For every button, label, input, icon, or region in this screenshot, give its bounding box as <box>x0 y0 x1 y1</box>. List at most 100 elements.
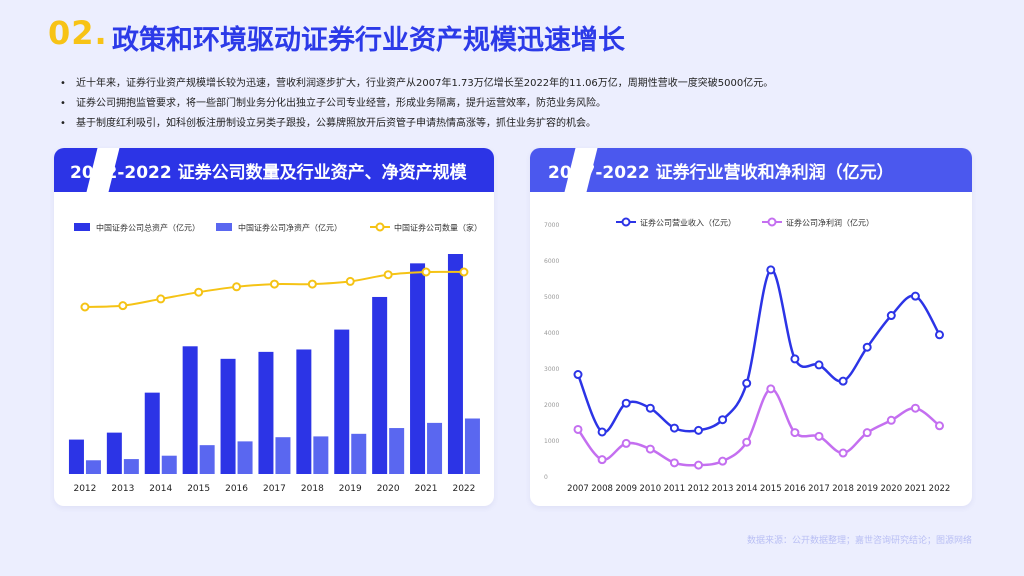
y-tick-label: 4000 <box>544 330 559 337</box>
bullet-text: 基于制度红利吸引，如科创板注册制设立另类子跟投，公募牌照放开后资管子申请热情高涨… <box>76 118 596 129</box>
line-point <box>790 354 800 364</box>
line-point <box>838 376 848 386</box>
y-tick-label: 3000 <box>544 366 559 373</box>
line-point <box>645 403 655 413</box>
line-point <box>645 444 655 454</box>
x-tick-label: 2022 <box>452 484 475 494</box>
source-note: 数据来源：公开数据整理；嘉世咨询研究结论；图源网络 <box>746 536 972 546</box>
x-tick-label: 2008 <box>591 484 613 494</box>
x-tick-label: 2011 <box>664 484 686 494</box>
line-point <box>269 279 279 289</box>
x-tick-label: 2014 <box>736 484 758 494</box>
line-point <box>814 431 824 441</box>
line-point <box>307 279 317 289</box>
line-point <box>694 425 703 435</box>
x-tick-label: 2013 <box>712 484 734 494</box>
x-tick-label: 2018 <box>832 484 854 494</box>
right-chart-card: 2007-2022 证券行业营收和净利润（亿元） 0 1000 2000 3000 40… <box>530 148 972 506</box>
y-tick-label: 6000 <box>544 258 559 265</box>
line-point <box>597 427 607 437</box>
x-tick-label: 2015 <box>187 484 210 494</box>
x-tick-label: 2019 <box>339 484 362 494</box>
line-point <box>718 415 728 425</box>
line-point <box>935 330 944 340</box>
line-point <box>621 438 631 448</box>
left-card-title: 2012-2022 证券公司数量及行业资产、净资产规模 <box>70 163 467 183</box>
line-point <box>718 456 728 466</box>
bar <box>410 263 426 474</box>
x-tick-label: 2016 <box>225 484 248 494</box>
line-point <box>597 455 607 465</box>
x-tick-label: 2021 <box>905 484 927 494</box>
line-point <box>194 287 204 297</box>
x-tick-label: 2012 <box>73 484 96 494</box>
line-point <box>80 302 90 312</box>
left-chart-card: 2012-2022 证券公司数量及行业资产、净资产规模 中国证券公司总资产（亿元… <box>54 148 494 506</box>
y-tick-label: 0 <box>544 474 548 481</box>
legend-marker <box>375 222 385 232</box>
bullet-item: • 证券公司拥抱监管要求，将一些部门制业务分化出独立子公司专业经营，形成业务隔离，… <box>60 94 990 114</box>
y-tick-label: 2000 <box>544 402 559 409</box>
line-point <box>669 423 679 433</box>
line-point <box>621 398 631 408</box>
line-point <box>862 428 872 438</box>
bar <box>199 445 215 474</box>
section-number: 02. <box>48 14 108 52</box>
line-point <box>383 270 393 280</box>
bar <box>106 432 122 474</box>
left-combo-chart: 中国证券公司总资产（亿元） 中国证券公司净资产（亿元） 中国证券公司数量（家） 201… <box>68 222 482 494</box>
y-tick-label: 1000 <box>544 438 559 445</box>
bar <box>85 460 101 474</box>
x-tick-label: 2007 <box>567 484 589 494</box>
legend-label: 中国证券公司总资产（亿元） <box>96 223 200 233</box>
x-tick-label: 2010 <box>639 484 661 494</box>
x-tick-label: 2013 <box>111 484 134 494</box>
line-point <box>814 360 824 370</box>
bullet-list: • 近十年来，证券行业资产规模增长较为迅速，营收利润逐步扩大，行业资产从2007年… <box>60 74 990 134</box>
bullet-text: 证券公司拥抱监管要求，将一些部门制业务分化出独立子公司专业经营，形成业务隔离，提… <box>76 98 606 109</box>
bar <box>351 433 367 474</box>
line-point <box>573 370 583 380</box>
legend-swatch <box>216 223 232 231</box>
legend-marker <box>767 217 777 227</box>
x-tick-label: 2018 <box>301 484 324 494</box>
line-point <box>886 311 896 321</box>
bar <box>237 441 253 474</box>
line-point <box>742 437 752 447</box>
line-point <box>910 291 920 301</box>
line-point <box>669 458 679 468</box>
bullet-marker: • <box>60 118 66 129</box>
right-line-chart: 0 1000 2000 3000 4000 5000 6000 7000 证券公司营业收入（亿元… <box>544 217 950 494</box>
legend-label: 证券公司净利润（亿元） <box>786 218 874 228</box>
x-tick-label: 2017 <box>263 484 286 494</box>
bar <box>258 351 274 474</box>
bar <box>389 428 405 474</box>
bar <box>220 358 236 474</box>
line-point <box>232 282 242 292</box>
y-tick-label: 5000 <box>544 294 559 301</box>
bar <box>275 437 291 474</box>
right-card-header: 2007-2022 证券行业营收和净利润（亿元） <box>530 148 972 192</box>
bar <box>123 459 139 474</box>
bullet-marker: • <box>60 78 66 89</box>
bullet-text: 近十年来，证券行业资产规模增长较为迅速，营收利润逐步扩大，行业资产从2007年1… <box>76 78 774 89</box>
bar <box>313 436 329 474</box>
x-tick-label: 2015 <box>760 484 782 494</box>
line-point <box>838 448 848 458</box>
line-point <box>886 415 896 425</box>
bar <box>68 439 84 474</box>
x-tick-label: 2012 <box>688 484 710 494</box>
bullet-item: • 近十年来，证券行业资产规模增长较为迅速，营收利润逐步扩大，行业资产从2007年… <box>60 74 990 94</box>
legend-swatch <box>74 223 90 231</box>
bar <box>296 349 312 474</box>
legend-label: 中国证券公司净资产（亿元） <box>238 223 342 233</box>
line-point <box>910 403 920 413</box>
x-tick-label: 2016 <box>784 484 806 494</box>
x-tick-label: 2021 <box>415 484 438 494</box>
line-point <box>935 421 944 431</box>
series-line <box>84 270 464 308</box>
line-point <box>421 267 431 277</box>
bullet-item: • 基于制度红利吸引，如科创板注册制设立另类子跟投，公募牌照放开后资管子申请热情高… <box>60 114 990 134</box>
x-tick-label: 2009 <box>615 484 637 494</box>
left-card-header: 2012-2022 证券公司数量及行业资产、净资产规模 <box>54 148 494 192</box>
